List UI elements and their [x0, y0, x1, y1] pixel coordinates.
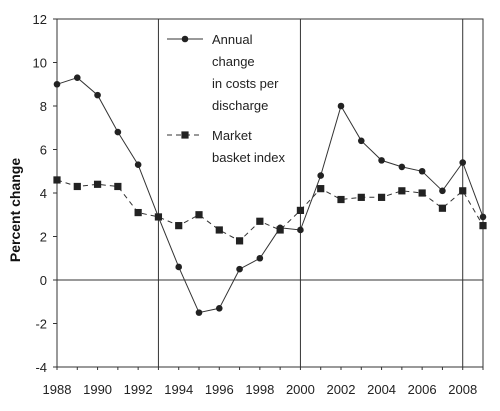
x-tick-label: 2002 [327, 382, 356, 397]
data-point-circle [53, 80, 61, 88]
y-tick-label: 4 [40, 186, 47, 201]
data-point-circle [439, 187, 446, 195]
y-tick-label: 2 [40, 230, 47, 245]
data-point-square [175, 222, 183, 230]
data-point-square [479, 222, 487, 230]
data-point-square [53, 176, 61, 184]
data-point-square [398, 187, 406, 195]
data-point-square [438, 204, 447, 212]
y-tick-label: 6 [40, 143, 47, 158]
data-point-square [215, 226, 223, 234]
data-point-circle [236, 265, 243, 273]
data-point-square [317, 185, 325, 193]
x-tick-label: 1994 [164, 382, 193, 397]
data-point-circle [94, 91, 101, 99]
legend-label-0: discharge [212, 98, 268, 113]
y-tick-label: -2 [35, 317, 47, 332]
reference-lines [57, 19, 483, 367]
data-point-square [134, 208, 142, 217]
data-point-square [418, 189, 426, 197]
x-tick-label: 1988 [43, 382, 72, 397]
y-tick-label: 0 [40, 273, 47, 288]
data-point-square [459, 187, 467, 195]
legend-marker-circle [181, 35, 189, 43]
data-point-square [357, 193, 365, 201]
data-point-circle [256, 254, 264, 262]
x-tick-label: 1996 [205, 382, 234, 397]
series-group [53, 74, 487, 316]
legend-label-1: Market [212, 128, 252, 143]
data-point-circle [398, 163, 406, 171]
data-point-square [73, 182, 81, 191]
data-point-square [195, 211, 203, 219]
data-point-circle [337, 102, 345, 110]
data-point-square [154, 213, 163, 221]
data-point-square [235, 237, 244, 245]
data-point-circle [175, 263, 183, 271]
y-tick-label: 8 [40, 99, 47, 114]
data-point-circle [195, 309, 203, 316]
y-axis-label: Percent change [7, 158, 23, 262]
data-point-circle [134, 161, 142, 169]
data-point-circle [459, 159, 467, 166]
data-point-square [93, 180, 102, 188]
series-line-0 [56, 77, 484, 314]
data-point-square [337, 195, 345, 204]
x-tick-label: 2004 [367, 382, 396, 397]
data-point-circle [297, 226, 304, 234]
legend: Annual change in costs per discharge Market b… [167, 32, 285, 165]
x-tick-label: 2008 [448, 382, 477, 397]
legend-label-0: Annual [212, 32, 253, 47]
legend-label-0: change [212, 54, 255, 69]
data-point-circle [73, 74, 81, 82]
data-point-square [256, 217, 264, 225]
data-point-circle [378, 157, 385, 164]
data-point-square [377, 193, 386, 201]
data-point-square [276, 226, 284, 234]
legend-label-1: basket index [212, 150, 285, 165]
legend-marker-square [181, 131, 189, 139]
x-tick-label: 2000 [286, 382, 315, 397]
data-point-circle [479, 213, 487, 221]
data-point-square [296, 206, 305, 214]
data-point-circle [357, 137, 365, 145]
legend-label-0: in costs per [212, 76, 279, 91]
axes: -4 -2 0 2 4 6 8 10 12 1988 1990 1992 1994 1996 1998 200… [33, 12, 484, 397]
data-point-square [114, 182, 122, 191]
data-point-circle [215, 304, 223, 312]
x-tick-label: 1990 [83, 382, 112, 397]
x-tick-label: 1998 [245, 382, 274, 397]
x-tick-label: 1992 [124, 382, 153, 397]
y-tick-label: 12 [33, 12, 47, 27]
data-point-circle [114, 128, 122, 136]
x-tick-label: 2006 [408, 382, 437, 397]
y-tick-label: 10 [33, 56, 47, 71]
data-point-circle [317, 172, 325, 179]
y-tick-label: -4 [35, 360, 47, 375]
data-point-circle [418, 167, 426, 175]
